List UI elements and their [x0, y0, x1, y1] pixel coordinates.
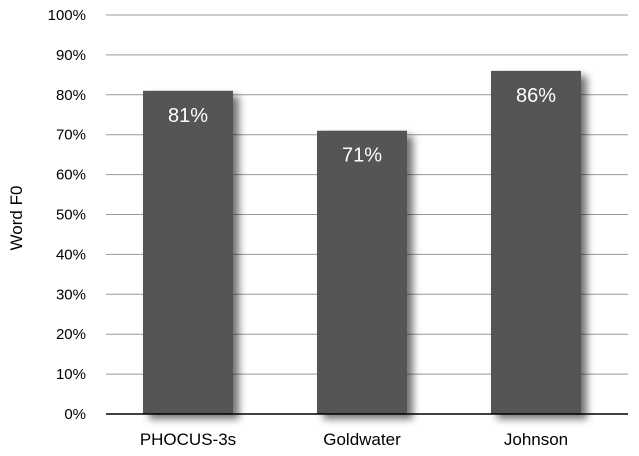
y-tick-label: 50% — [56, 207, 86, 224]
bar — [317, 130, 407, 414]
data-label: 86% — [516, 85, 556, 107]
y-tick-label: 80% — [56, 87, 86, 104]
y-axis-label: Word F0 — [7, 186, 26, 251]
y-tick-label: 40% — [56, 246, 86, 263]
y-tick-label: 30% — [56, 286, 86, 303]
y-tick-label: 60% — [56, 167, 86, 184]
bars — [143, 70, 581, 415]
data-labels: 81% 71% 86% — [168, 85, 556, 167]
bar — [491, 70, 581, 415]
y-tick-label: 20% — [56, 326, 86, 343]
y-tick-label: 0% — [64, 406, 86, 423]
x-tick-label: Johnson — [504, 430, 568, 449]
y-tick-label: 10% — [56, 366, 86, 383]
x-tick-label: PHOCUS-3s — [140, 430, 236, 449]
data-label: 71% — [342, 145, 382, 167]
y-axis-tick-labels: 0% 10% 20% 30% 40% 50% 60% 70% 80% 90% 100% — [48, 7, 86, 423]
y-tick-label: 90% — [56, 47, 86, 64]
data-label: 81% — [168, 105, 208, 127]
y-tick-label: 100% — [48, 7, 86, 24]
x-axis-tick-labels: PHOCUS-3s Goldwater Johnson — [140, 430, 568, 449]
x-tick-label: Goldwater — [323, 430, 401, 449]
bar — [143, 90, 233, 414]
y-tick-label: 70% — [56, 127, 86, 144]
